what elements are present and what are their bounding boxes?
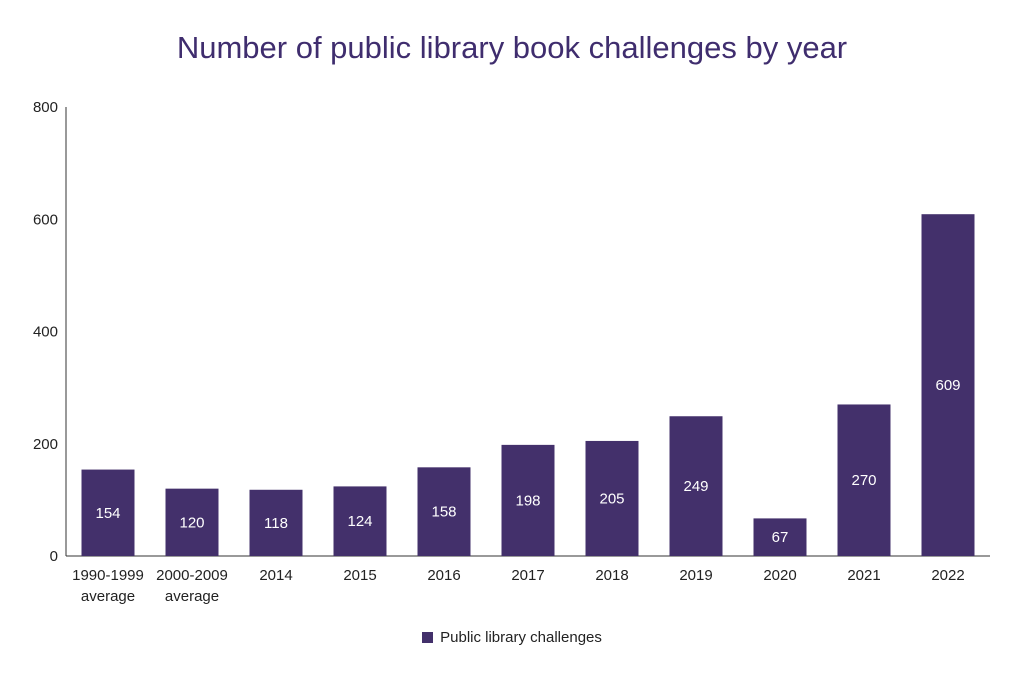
x-tick-label: 2014: [259, 567, 292, 584]
x-tick-label: 2020: [763, 567, 796, 584]
x-tick-label: 2017: [511, 567, 544, 584]
bar-value-label: 67: [772, 529, 789, 546]
y-axis: 0 200 400 600 800: [33, 99, 67, 565]
x-tick-label: 2022: [931, 567, 964, 584]
y-tick-label: 400: [33, 324, 58, 341]
bar-value-label: 158: [431, 504, 456, 521]
y-tick-label: 800: [33, 99, 58, 116]
category-labels: 1990-1999 average 2000-2009 average 2014 2015…: [72, 567, 965, 605]
y-tick-label: 600: [33, 211, 58, 228]
bar: [837, 404, 891, 556]
bar-value-label: 270: [851, 472, 876, 489]
bar-value-label: 124: [347, 513, 372, 530]
chart-title: Number of public library book challenges…: [176, 30, 848, 65]
bar: [249, 489, 303, 556]
x-tick-label: 1990-1999 average: [72, 567, 144, 605]
bar-value-label: 609: [935, 377, 960, 394]
data-labels: 154 120 118 124 158 198 205 249 67 270 609: [95, 377, 960, 546]
bar-value-label: 249: [683, 478, 708, 495]
bar-value-label: 120: [179, 514, 204, 531]
x-tick-label: 2016: [427, 567, 460, 584]
bar-value-label: 154: [95, 505, 120, 522]
x-tick-label: 2018: [595, 567, 628, 584]
bar: [585, 440, 639, 556]
y-tick-label: 200: [33, 436, 58, 453]
bar: [165, 488, 219, 556]
bar: [417, 467, 471, 556]
bar: [669, 416, 723, 556]
bars: [81, 214, 975, 557]
x-tick-label: 2019: [679, 567, 712, 584]
legend-swatch: [422, 632, 434, 643]
bar: [921, 214, 975, 557]
bar-value-label: 205: [599, 490, 624, 507]
y-tick-label: 0: [50, 548, 58, 565]
bar: [333, 486, 387, 556]
legend: Public library challenges: [0, 629, 1024, 646]
bar-value-label: 198: [515, 492, 540, 509]
x-tick-label: 2000-2009 average: [156, 567, 228, 605]
bar: [753, 518, 807, 556]
legend-label: Public library challenges: [440, 629, 602, 646]
x-tick-label: 2015: [343, 567, 376, 584]
bar: [81, 469, 135, 556]
bar-value-label: 118: [264, 515, 288, 532]
x-tick-label: 2021: [847, 567, 880, 584]
bar: [501, 444, 555, 556]
